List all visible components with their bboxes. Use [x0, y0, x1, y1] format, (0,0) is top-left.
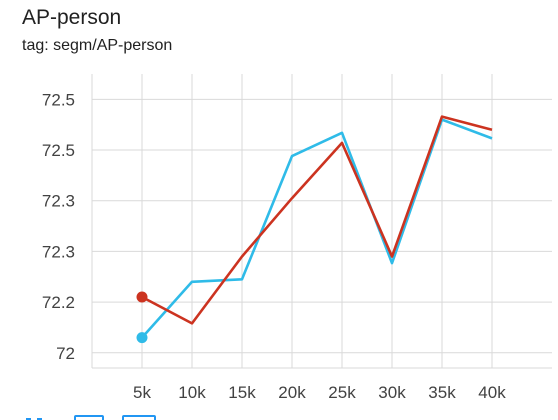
y-tick-label: 72.5	[42, 90, 75, 109]
series-start-point-red[interactable]	[136, 291, 148, 303]
x-tick-label: 40k	[478, 383, 506, 402]
x-tick-label: 35k	[428, 383, 456, 402]
series-line-red[interactable]	[141, 115, 493, 325]
x-axis: 5k 10k 15k 20k 25k 30k 35k 40k	[133, 383, 506, 402]
chart-grid	[91, 74, 552, 369]
x-tick-label: 15k	[228, 383, 256, 402]
y-tick-label: 72	[56, 344, 75, 363]
y-tick-label: 72.2	[42, 293, 75, 312]
series-line-blue[interactable]	[141, 118, 493, 339]
chart-toolbar	[22, 412, 162, 420]
y-tick-label: 72.3	[42, 242, 75, 261]
data-selection-icon[interactable]	[74, 415, 104, 420]
x-tick-label: 25k	[328, 383, 356, 402]
series-start-point-blue[interactable]	[136, 332, 148, 344]
fit-domain-icon[interactable]	[122, 415, 156, 420]
y-tick-label: 72.3	[42, 192, 75, 211]
chart-title: AP-person	[22, 6, 122, 29]
chart-tag: tag: segm/AP-person	[22, 37, 173, 54]
x-tick-label: 10k	[178, 383, 206, 402]
x-tick-label: 5k	[133, 383, 151, 402]
y-tick-label: 72.5	[42, 141, 75, 160]
expand-icon[interactable]	[24, 415, 44, 420]
series-layer	[136, 115, 493, 344]
x-tick-label: 30k	[378, 383, 406, 402]
y-axis: 72 72.2 72.3 72.3 72.5 72.5	[42, 90, 75, 362]
x-tick-label: 20k	[278, 383, 306, 402]
